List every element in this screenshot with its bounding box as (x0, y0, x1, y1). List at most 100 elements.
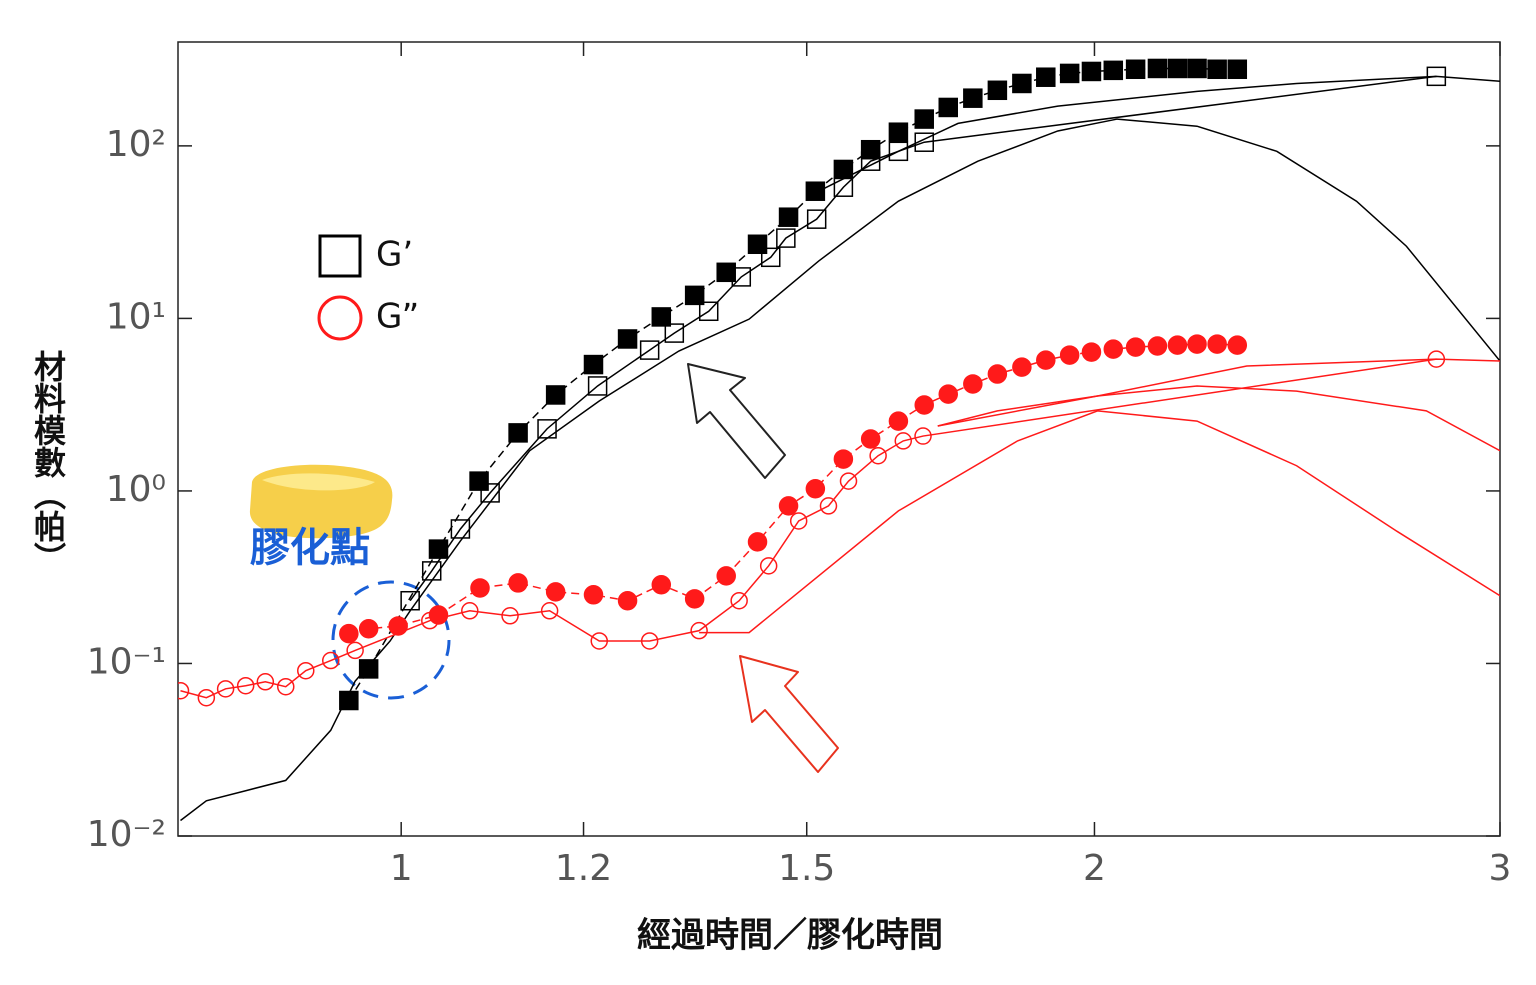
marker (501, 607, 519, 625)
marker (1427, 350, 1446, 368)
marker (839, 472, 858, 490)
marker (400, 590, 420, 611)
marker (197, 688, 216, 707)
marker (583, 354, 604, 375)
marker (651, 574, 672, 595)
marker (651, 307, 672, 327)
legend-marker (318, 234, 362, 278)
y-tick-label: 10¹ (106, 296, 166, 337)
marker (690, 621, 708, 640)
marker (587, 376, 608, 396)
marker (1147, 58, 1168, 79)
marker (1167, 58, 1188, 79)
marker (583, 585, 604, 605)
legend-label: G” (376, 297, 419, 337)
x-tick-label: 2 (1083, 848, 1106, 889)
gel-point-label: 膠化點 (250, 525, 370, 571)
marker (833, 159, 854, 180)
marker (1012, 73, 1032, 94)
series-line (348, 67, 1238, 701)
arrow-red (739, 655, 839, 773)
plot-frame (177, 41, 1501, 837)
marker (216, 680, 235, 698)
marker (321, 651, 340, 670)
marker (277, 677, 295, 696)
legend-marker (317, 295, 363, 341)
marker (987, 80, 1008, 101)
marker (778, 207, 799, 227)
marker (461, 602, 479, 620)
marker (508, 423, 528, 443)
marker (860, 429, 881, 449)
marker (789, 512, 808, 530)
marker (1207, 334, 1227, 354)
marker (1103, 339, 1124, 359)
marker (805, 478, 826, 499)
marker (1081, 342, 1102, 362)
marker (894, 432, 913, 450)
marker (1227, 335, 1248, 355)
marker (1187, 58, 1207, 79)
marker (1125, 337, 1146, 357)
x-tick-label: 1 (390, 848, 413, 889)
marker (1207, 59, 1227, 80)
marker (480, 483, 500, 503)
series-line (937, 385, 1500, 452)
marker (963, 88, 983, 108)
marker (339, 623, 359, 644)
y-tick-label: 10⁻¹ (87, 641, 166, 682)
marker (1036, 67, 1056, 87)
marker (1081, 61, 1102, 82)
series-line (818, 75, 1500, 192)
marker (698, 301, 719, 322)
marker (640, 632, 659, 650)
marker (684, 589, 705, 609)
marker (428, 539, 449, 559)
marker (888, 411, 909, 431)
marker (747, 532, 768, 552)
marker (938, 97, 959, 118)
marker (1059, 63, 1080, 84)
x-axis-label: 經過時間／膠化時間 (637, 916, 943, 956)
marker (617, 590, 638, 611)
marker (914, 109, 934, 129)
y-tick-label: 10⁻² (87, 814, 166, 855)
marker (664, 323, 685, 343)
marker (178, 681, 190, 700)
marker (1012, 357, 1032, 377)
marker (914, 427, 932, 445)
marker (297, 661, 315, 680)
marker (590, 632, 609, 650)
marker (358, 659, 379, 679)
marker (1059, 345, 1080, 365)
series-line (180, 118, 1500, 822)
marker (508, 573, 528, 593)
legend-label: G’ (376, 235, 413, 275)
marker (730, 591, 748, 610)
marker (759, 557, 778, 575)
marker (469, 471, 489, 491)
marker (358, 618, 379, 639)
series-line (409, 75, 1437, 602)
marker (888, 122, 909, 142)
marker (388, 616, 408, 636)
marker (805, 181, 826, 201)
x-tick-label: 1.2 (555, 848, 612, 889)
marker (833, 449, 854, 469)
marker (1167, 335, 1188, 355)
marker (716, 262, 736, 283)
marker (806, 209, 827, 229)
marker (778, 496, 799, 516)
marker (1227, 59, 1248, 80)
marker (1103, 60, 1124, 81)
x-tick-label: 1.5 (778, 848, 835, 889)
marker (914, 395, 934, 415)
x-tick-label: 3 (1489, 848, 1512, 889)
marker (545, 385, 566, 405)
marker (987, 364, 1008, 384)
gel-point-circle (331, 580, 451, 700)
marker (914, 132, 934, 152)
gel-icon (249, 464, 393, 539)
series-line (180, 358, 1437, 699)
marker (639, 340, 660, 360)
